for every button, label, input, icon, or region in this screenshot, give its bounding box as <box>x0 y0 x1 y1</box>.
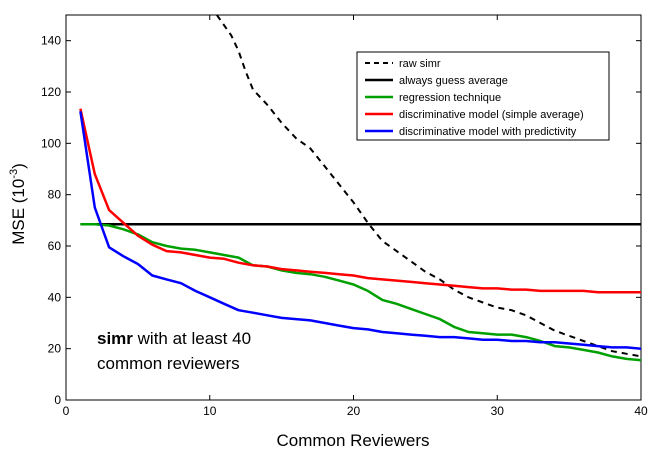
y-axis-label-main: MSE (10 <box>9 179 28 245</box>
legend-label-1: always guess average <box>399 75 508 87</box>
legend-label-3: discriminative model (simple average) <box>399 109 584 121</box>
y-axis-label: MSE (10-3) <box>8 163 28 245</box>
x-tick-label: 20 <box>347 404 361 418</box>
x-tick-label: 30 <box>491 404 505 418</box>
axis-ticks: 0 10 20 30 40 0 20 40 60 80 100 120 140 <box>41 15 648 418</box>
x-tick-label: 0 <box>63 404 70 418</box>
annotation-line2: common reviewers <box>97 354 240 373</box>
annotation-rest: with at least 40 <box>133 329 251 348</box>
y-tick-label: 80 <box>48 188 62 202</box>
x-tick-label: 40 <box>634 404 648 418</box>
legend: raw simr always guess average regression t… <box>356 51 610 141</box>
y-tick-label: 20 <box>48 342 62 356</box>
series-line-4 <box>79 111 641 350</box>
x-axis-label: Common Reviewers <box>276 431 429 450</box>
x-tick-label: 10 <box>203 404 217 418</box>
legend-label-2: regression technique <box>399 92 501 104</box>
legend-box <box>356 51 610 141</box>
y-tick-label: 120 <box>41 85 61 99</box>
legend-label-4: discriminative model with predictivity <box>399 126 577 138</box>
y-tick-label: 60 <box>48 239 62 253</box>
legend-label-0: raw simr <box>399 58 441 70</box>
series-line-3 <box>79 108 641 294</box>
y-tick-label: 140 <box>41 34 61 48</box>
annotation-bold: simr <box>97 329 133 348</box>
y-tick-label: 40 <box>48 290 62 304</box>
series-layer <box>79 15 641 362</box>
annotation-line1: simr with at least 40 <box>97 329 251 348</box>
y-axis-label-close: ) <box>9 163 28 169</box>
y-axis-label-sup: -3 <box>8 169 20 179</box>
y-tick-label: 100 <box>41 136 61 150</box>
y-tick-label: 0 <box>54 393 61 407</box>
